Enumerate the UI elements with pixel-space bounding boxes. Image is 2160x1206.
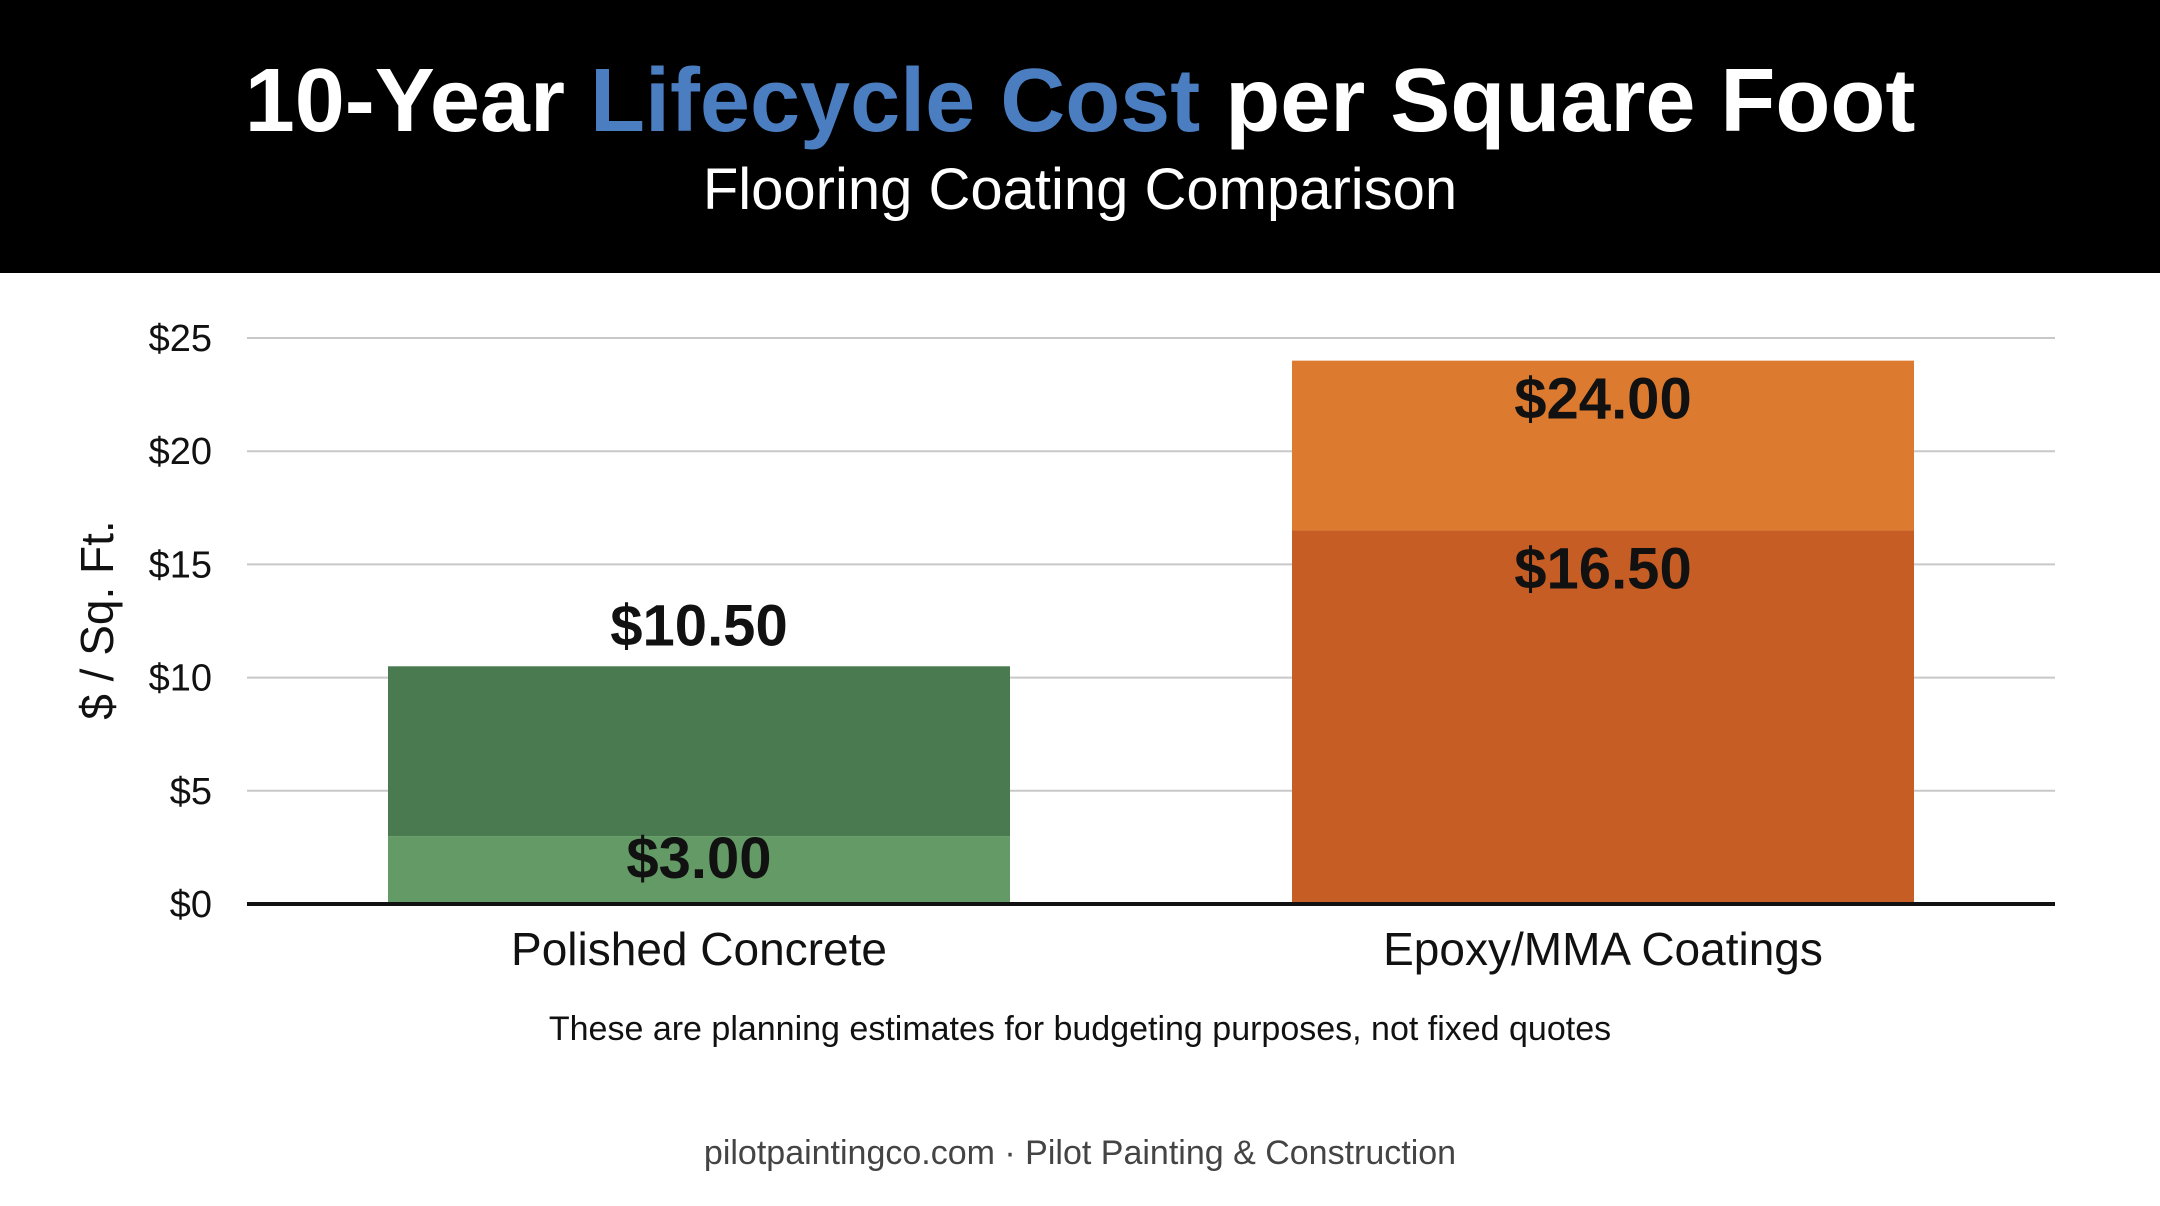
header-banner: 10-Year Lifecycle Cost per Square Foot F…	[0, 0, 2160, 273]
title-accent: Lifecycle Cost	[589, 51, 1201, 151]
y-tick-label: $10	[149, 658, 212, 700]
y-tick-label: $15	[149, 544, 212, 586]
bar-segment	[1292, 530, 1914, 904]
data-label: $10.50	[610, 593, 787, 658]
bar-segment	[1292, 360, 1914, 531]
bar-segment	[388, 836, 1010, 904]
chart-title: 10-Year Lifecycle Cost per Square Foot	[0, 52, 2160, 151]
title-part1: 10-Year	[244, 51, 590, 151]
bar-segment	[388, 666, 1010, 837]
y-tick-label: $0	[170, 884, 212, 926]
y-tick-label: $20	[149, 431, 212, 473]
data-label: $3.00	[626, 826, 771, 891]
x-tick-label: Polished Concrete	[511, 923, 887, 975]
y-axis-label: $ / Sq. Ft.	[71, 520, 123, 719]
y-tick-label: $5	[170, 771, 212, 813]
y-tick-label: $25	[149, 318, 212, 360]
data-label: $16.50	[1514, 536, 1691, 601]
footnote: These are planning estimates for budgeti…	[548, 1010, 1612, 1048]
footer-credit: pilotpaintingco.com · Pilot Painting & C…	[703, 1134, 1457, 1172]
x-tick-label: Epoxy/MMA Coatings	[1383, 923, 1823, 975]
chart-subtitle: Flooring Coating Comparison	[702, 157, 1458, 222]
title-part2: per Square Foot	[1200, 51, 1916, 151]
data-label: $24.00	[1514, 367, 1691, 432]
